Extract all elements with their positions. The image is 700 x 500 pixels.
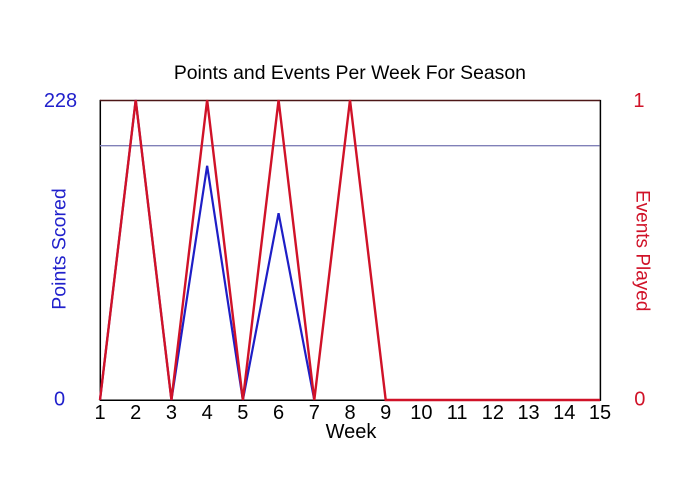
svg-text:1: 1 — [633, 90, 644, 112]
svg-text:1: 1 — [94, 402, 105, 424]
svg-text:6: 6 — [273, 402, 284, 424]
svg-text:Events Played: Events Played — [631, 190, 652, 311]
svg-text:Points Scored: Points Scored — [49, 188, 71, 309]
svg-text:5: 5 — [237, 402, 248, 424]
svg-text:0: 0 — [54, 389, 65, 411]
svg-text:Week: Week — [326, 421, 378, 443]
svg-text:14: 14 — [553, 402, 575, 424]
svg-text:8: 8 — [344, 402, 355, 424]
svg-text:11: 11 — [447, 402, 468, 424]
svg-text:15: 15 — [589, 402, 611, 424]
svg-text:12: 12 — [482, 402, 504, 424]
svg-text:228: 228 — [44, 90, 77, 112]
svg-text:7: 7 — [309, 402, 320, 424]
svg-text:2: 2 — [130, 402, 141, 424]
svg-text:0: 0 — [634, 389, 645, 411]
svg-text:13: 13 — [517, 402, 539, 424]
svg-text:Points and Events Per Week For: Points and Events Per Week For Season — [174, 62, 526, 84]
svg-text:10: 10 — [410, 402, 432, 424]
svg-text:9: 9 — [380, 402, 391, 424]
svg-text:4: 4 — [202, 402, 213, 424]
svg-text:3: 3 — [166, 402, 177, 424]
